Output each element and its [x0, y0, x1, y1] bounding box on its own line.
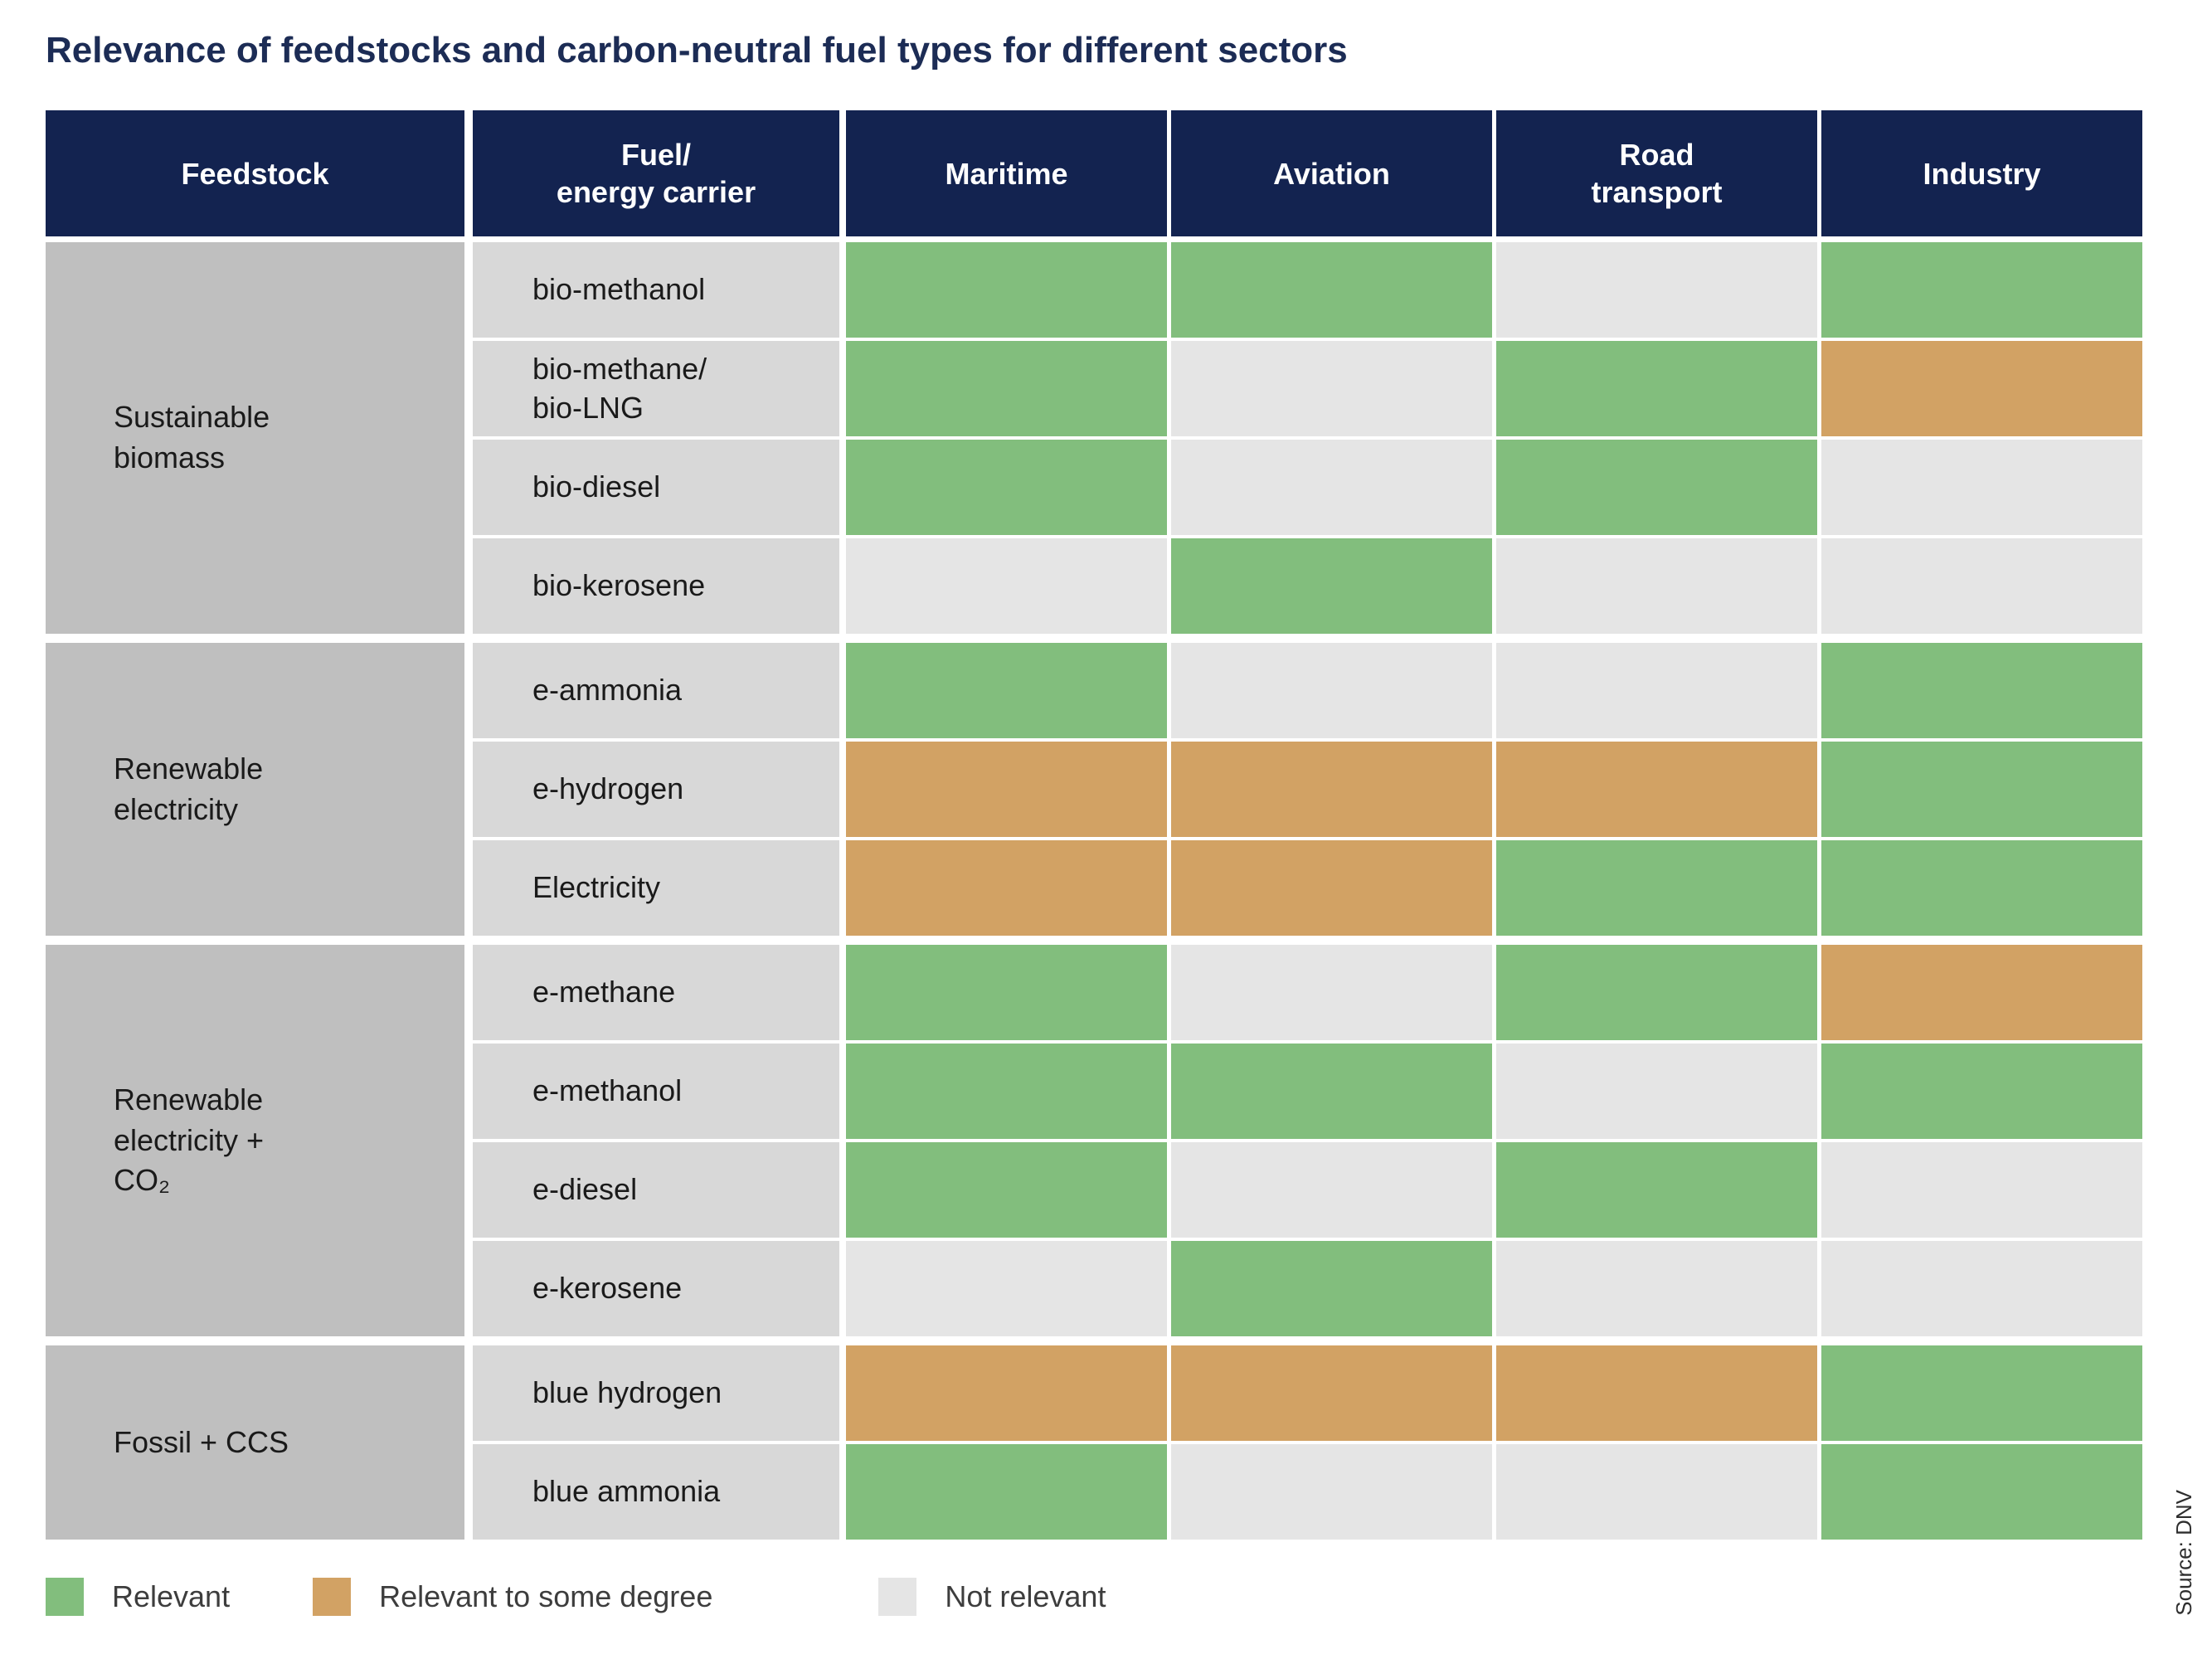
fuel-label-blue-hydrogen: blue hydrogen: [473, 1345, 839, 1441]
legend-label-some: Relevant to some degree: [379, 1579, 713, 1613]
feedstock-label-renewable-electricity-co: Renewable electricity + CO₂: [46, 945, 464, 1336]
cell-bio-methanol-road-transport: [1496, 242, 1817, 338]
column-header-industry: Industry: [1821, 110, 2142, 236]
fuel-label-e-methane: e-methane: [473, 945, 839, 1040]
cell-electricity-road-transport: [1496, 840, 1817, 936]
cell-bio-methanol-aviation: [1171, 242, 1492, 338]
fuel-label-e-hydrogen: e-hydrogen: [473, 742, 839, 837]
feedstock-group-sustainable-biomass: Sustainable biomass bio-methanol bio-metha…: [46, 242, 2142, 634]
cell-bio-diesel-road-transport: [1496, 440, 1817, 535]
feedstock-group-renewable-electricity-co: Renewable electricity + CO₂ e-methane e-me…: [46, 945, 2142, 1336]
feedstock-group-fossil-ccs: Fossil + CCS blue hydrogen blue ammonia: [46, 1345, 2142, 1540]
column-header-maritime: Maritime: [846, 110, 1167, 236]
cell-blue-ammonia-road-transport: [1496, 1444, 1817, 1540]
cell-e-methanol-maritime: [846, 1044, 1167, 1139]
cell-e-methanol-industry: [1821, 1044, 2142, 1139]
cell-bio-methane-bio-lng-industry: [1821, 341, 2142, 436]
cell-bio-kerosene-road-transport: [1496, 538, 1817, 634]
column-header-aviation: Aviation: [1171, 110, 1492, 236]
cell-bio-methanol-maritime: [846, 242, 1167, 338]
fuel-label-bio-kerosene: bio-kerosene: [473, 538, 839, 634]
table-header-row: Feedstock Fuel/ energy carrier Maritime Avi…: [46, 110, 2142, 236]
cell-electricity-industry: [1821, 840, 2142, 936]
cell-blue-hydrogen-industry: [1821, 1345, 2142, 1441]
fuel-label-e-kerosene: e-kerosene: [473, 1241, 839, 1336]
fuel-label-bio-diesel: bio-diesel: [473, 440, 839, 535]
fuel-label-e-ammonia: e-ammonia: [473, 643, 839, 738]
cell-e-kerosene-maritime: [846, 1241, 1167, 1336]
cell-e-diesel-maritime: [846, 1142, 1167, 1238]
cell-e-kerosene-industry: [1821, 1241, 2142, 1336]
cell-e-ammonia-aviation: [1171, 643, 1492, 738]
feedstock-group-renewable-electricity: Renewable electricity e-ammonia e-hydrogen…: [46, 643, 2142, 936]
cell-e-ammonia-road-transport: [1496, 643, 1817, 738]
source-credit: Source: DNV: [2171, 1490, 2196, 1616]
cell-blue-ammonia-industry: [1821, 1444, 2142, 1540]
cell-bio-methanol-industry: [1821, 242, 2142, 338]
cell-e-diesel-aviation: [1171, 1142, 1492, 1238]
cell-bio-methane-bio-lng-aviation: [1171, 341, 1492, 436]
fuel-label-blue-ammonia: blue ammonia: [473, 1444, 839, 1540]
cell-e-methane-road-transport: [1496, 945, 1817, 1040]
cell-bio-kerosene-aviation: [1171, 538, 1492, 634]
legend-label-relevant: Relevant: [112, 1579, 231, 1613]
cell-e-hydrogen-road-transport: [1496, 742, 1817, 837]
feedstock-label-fossil-ccs: Fossil + CCS: [46, 1345, 464, 1540]
fuel-label-bio-methane-bio-lng: bio-methane/ bio-LNG: [473, 341, 839, 436]
cell-e-methane-aviation: [1171, 945, 1492, 1040]
relevance-table: Feedstock Fuel/ energy carrier Maritime Avi…: [46, 110, 2142, 1549]
cell-e-ammonia-maritime: [846, 643, 1167, 738]
cell-blue-hydrogen-aviation: [1171, 1345, 1492, 1441]
legend-item-relevant: Relevant: [46, 1578, 230, 1616]
cell-e-diesel-road-transport: [1496, 1142, 1817, 1238]
legend-label-not: Not relevant: [945, 1579, 1106, 1613]
cell-blue-ammonia-aviation: [1171, 1444, 1492, 1540]
cell-bio-kerosene-industry: [1821, 538, 2142, 634]
cell-electricity-maritime: [846, 840, 1167, 936]
fuel-label-e-methanol: e-methanol: [473, 1044, 839, 1139]
legend-swatch-not: [878, 1578, 917, 1616]
cell-e-hydrogen-maritime: [846, 742, 1167, 837]
fuel-label-electricity: Electricity: [473, 840, 839, 936]
feedstock-label-sustainable-biomass: Sustainable biomass: [46, 242, 464, 634]
cell-blue-hydrogen-maritime: [846, 1345, 1167, 1441]
column-header-road-transport: Road transport: [1496, 110, 1817, 236]
cell-e-diesel-industry: [1821, 1142, 2142, 1238]
page-title: Relevance of feedstocks and carbon-neutr…: [46, 30, 1348, 71]
column-header-feedstock: Feedstock: [46, 110, 464, 236]
fuel-label-e-diesel: e-diesel: [473, 1142, 839, 1238]
cell-bio-methane-bio-lng-maritime: [846, 341, 1167, 436]
cell-bio-methane-bio-lng-road-transport: [1496, 341, 1817, 436]
feedstock-label-renewable-electricity: Renewable electricity: [46, 643, 464, 936]
cell-blue-hydrogen-road-transport: [1496, 1345, 1817, 1441]
cell-bio-diesel-aviation: [1171, 440, 1492, 535]
cell-e-methanol-road-transport: [1496, 1044, 1817, 1139]
table-body: Sustainable biomass bio-methanol bio-metha…: [46, 242, 2142, 1540]
column-header-fuel-energy-carrier: Fuel/ energy carrier: [473, 110, 839, 236]
legend-swatch-some: [313, 1578, 352, 1616]
cell-e-ammonia-industry: [1821, 643, 2142, 738]
cell-e-hydrogen-aviation: [1171, 742, 1492, 837]
legend-item-not-relevant: Not relevant: [878, 1578, 1106, 1616]
cell-bio-diesel-industry: [1821, 440, 2142, 535]
cell-e-kerosene-road-transport: [1496, 1241, 1817, 1336]
legend-swatch-relevant: [46, 1578, 84, 1616]
cell-blue-ammonia-maritime: [846, 1444, 1167, 1540]
legend: Relevant Relevant to some degree Not relev…: [46, 1578, 1106, 1616]
cell-e-kerosene-aviation: [1171, 1241, 1492, 1336]
cell-e-methane-industry: [1821, 945, 2142, 1040]
legend-item-relevant-to-some-degree: Relevant to some degree: [313, 1578, 712, 1616]
cell-electricity-aviation: [1171, 840, 1492, 936]
cell-e-hydrogen-industry: [1821, 742, 2142, 837]
cell-e-methane-maritime: [846, 945, 1167, 1040]
cell-bio-kerosene-maritime: [846, 538, 1167, 634]
fuel-label-bio-methanol: bio-methanol: [473, 242, 839, 338]
cell-e-methanol-aviation: [1171, 1044, 1492, 1139]
cell-bio-diesel-maritime: [846, 440, 1167, 535]
